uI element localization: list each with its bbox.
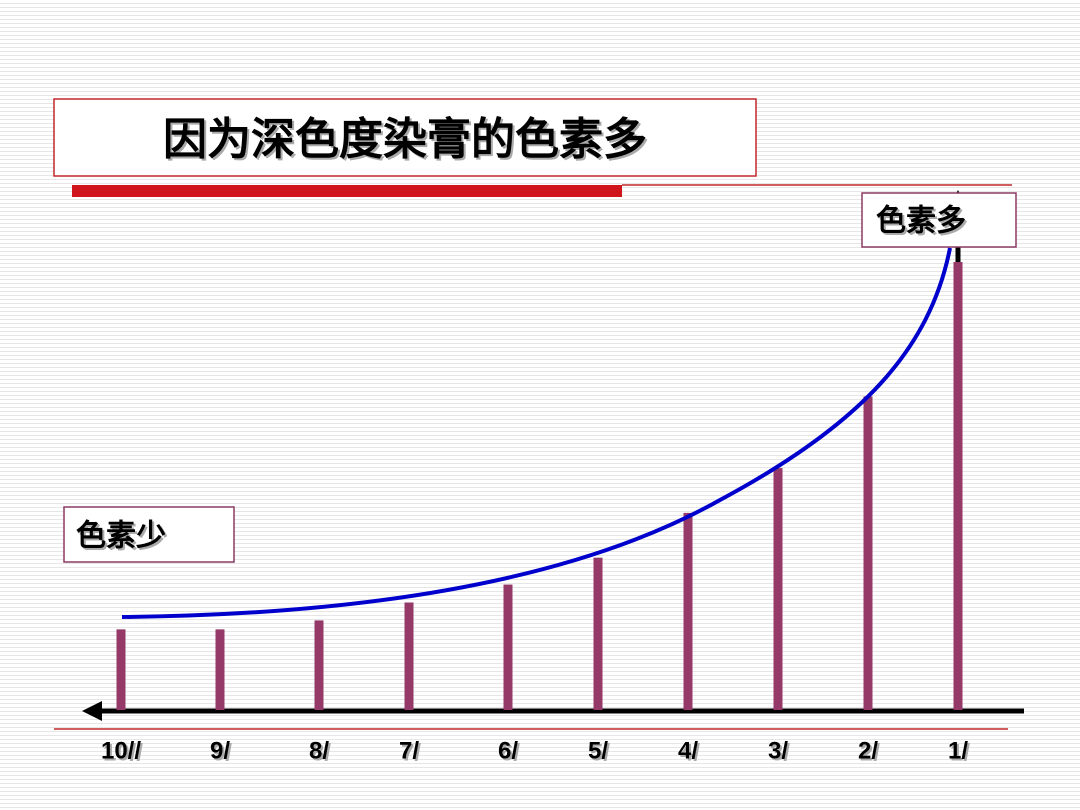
- bar: [953, 262, 963, 710]
- bar: [215, 629, 225, 710]
- bar: [593, 557, 603, 710]
- label-box: [63, 506, 235, 563]
- x-tick-label: 2/: [858, 737, 878, 764]
- bar: [116, 629, 126, 710]
- x-tick-label: 1/: [948, 737, 968, 764]
- title: 因为深色度染膏的色素多: [163, 114, 647, 165]
- title-box: [53, 98, 757, 177]
- title-bar: [72, 185, 622, 197]
- bar: [314, 620, 324, 710]
- bar: [773, 468, 783, 710]
- x-tick-label: 10//: [101, 737, 141, 764]
- label-box: [861, 192, 1017, 248]
- bar: [503, 584, 513, 710]
- x-tick-label: 4/: [678, 737, 698, 764]
- x-tick-label: 3/: [768, 737, 788, 764]
- x-tick-label: 6/: [498, 737, 518, 764]
- bar: [683, 512, 693, 710]
- x-tick-label: 5/: [588, 737, 608, 764]
- trend-curve: [121, 247, 952, 619]
- bar: [863, 396, 873, 710]
- x-tick-label: 7/: [399, 737, 419, 764]
- annotation: 色素多: [876, 204, 966, 239]
- x-tick-label: 9/: [210, 737, 230, 764]
- annotation: 色素少: [76, 519, 166, 554]
- x-tick-label: 8/: [309, 737, 329, 764]
- bar: [404, 602, 414, 710]
- arrow: [82, 701, 102, 721]
